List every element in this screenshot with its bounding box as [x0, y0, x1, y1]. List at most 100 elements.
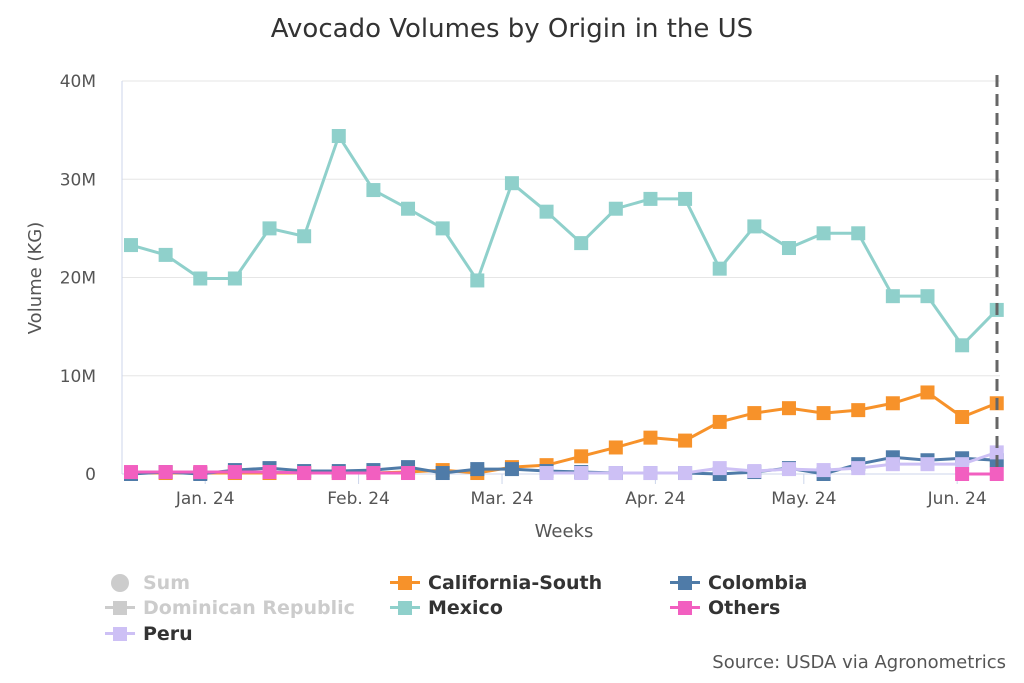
data-point-others [158, 465, 173, 480]
data-point-peru [574, 466, 589, 481]
square-marker-icon [390, 576, 420, 590]
data-point-peru [678, 466, 693, 481]
data-point-california-south [955, 410, 970, 425]
data-point-mexico [885, 289, 900, 304]
data-point-peru [885, 457, 900, 472]
legend-label: Sum [143, 572, 191, 594]
data-point-peru [920, 457, 935, 472]
data-point-mexico [262, 221, 277, 236]
y-tick-label: 0 [85, 465, 96, 485]
data-point-mexico [851, 226, 866, 241]
data-point-others [227, 465, 242, 480]
data-point-colombia [435, 466, 450, 481]
data-point-mexico [539, 204, 554, 219]
square-marker-icon [390, 601, 420, 615]
data-point-california-south [851, 403, 866, 418]
source-note: Source: USDA via Agronometrics [712, 652, 1006, 673]
square-marker-icon [105, 627, 135, 641]
legend-item-california-south[interactable]: California-South [390, 572, 602, 594]
data-point-mexico [401, 201, 416, 216]
data-point-others [366, 466, 381, 481]
y-tick-label: 30M [60, 170, 96, 190]
data-point-california-south [816, 406, 831, 421]
square-marker-icon [670, 601, 700, 615]
legend-item-others[interactable]: Others [670, 597, 780, 619]
data-point-peru [643, 466, 658, 481]
data-point-mexico [158, 247, 173, 262]
data-point-mexico [227, 271, 242, 286]
data-point-california-south [885, 396, 900, 411]
data-point-california-south [781, 401, 796, 416]
data-point-others [331, 466, 346, 481]
data-point-california-south [747, 406, 762, 421]
legend-label: Peru [143, 623, 193, 645]
data-point-mexico [781, 241, 796, 256]
data-point-california-south [712, 414, 727, 429]
legend-label: Others [708, 597, 781, 619]
data-point-california-south [678, 433, 693, 448]
data-point-peru [989, 445, 1004, 460]
data-point-others [124, 465, 138, 480]
x-tick-label: Jun. 24 [927, 489, 987, 509]
data-point-mexico [920, 289, 935, 304]
data-point-mexico [678, 191, 693, 206]
data-point-colombia [470, 462, 485, 477]
data-point-mexico [366, 183, 381, 198]
y-tick-label: 20M [60, 269, 96, 289]
x-tick-label: Apr. 24 [625, 489, 685, 509]
data-point-california-south [643, 430, 658, 445]
legend-item-dominican-republic[interactable]: Dominican Republic [105, 597, 355, 619]
square-marker-icon [670, 576, 700, 590]
data-point-mexico [574, 236, 589, 251]
data-point-peru [608, 466, 623, 481]
data-point-california-south [608, 440, 623, 455]
x-axis-title: Weeks [535, 521, 594, 542]
data-point-california-south [574, 449, 589, 464]
data-point-mexico [331, 129, 346, 144]
data-point-mexico [608, 201, 623, 216]
legend-item-sum[interactable]: Sum [105, 572, 190, 594]
data-point-mexico [297, 229, 312, 244]
data-point-others [989, 467, 1004, 481]
x-tick-label: May. 24 [771, 489, 836, 509]
legend-item-peru[interactable]: Peru [105, 623, 193, 645]
data-point-others [297, 466, 312, 481]
data-point-others [262, 465, 277, 480]
data-point-colombia [504, 462, 519, 477]
data-point-others [193, 465, 208, 480]
data-point-peru [781, 462, 796, 477]
data-point-peru [816, 463, 831, 478]
legend-label: Colombia [708, 572, 808, 594]
data-point-others [401, 466, 416, 481]
x-tick-label: Feb. 24 [327, 489, 390, 509]
legend-label: Mexico [428, 597, 503, 619]
data-point-mexico [816, 226, 831, 241]
y-tick-label: 10M [60, 367, 96, 387]
y-axis-title: Volume (KG) [25, 222, 46, 334]
data-point-others [955, 467, 970, 481]
data-point-mexico [747, 219, 762, 234]
data-point-mexico [955, 338, 970, 353]
data-point-mexico [712, 261, 727, 276]
data-point-peru [747, 464, 762, 479]
data-point-mexico [124, 238, 138, 253]
data-point-mexico [643, 191, 658, 206]
data-point-peru [712, 461, 727, 476]
legend-label: California-South [428, 572, 603, 594]
series-line-mexico [130, 132, 998, 348]
x-tick-label: Mar. 24 [471, 489, 534, 509]
x-tick-label: Jan. 24 [175, 489, 235, 509]
legend-item-mexico[interactable]: Mexico [390, 597, 503, 619]
square-marker-icon [105, 601, 135, 615]
data-point-mexico [435, 221, 450, 236]
y-tick-label: 40M [60, 72, 96, 92]
chart-title: Avocado Volumes by Origin in the US [270, 14, 754, 44]
data-point-peru [851, 461, 866, 476]
data-point-mexico [470, 273, 485, 288]
data-point-peru [539, 466, 554, 481]
data-point-mexico [504, 176, 519, 191]
data-point-california-south [920, 385, 935, 400]
circle-marker-icon [105, 574, 135, 592]
legend-item-colombia[interactable]: Colombia [670, 572, 807, 594]
